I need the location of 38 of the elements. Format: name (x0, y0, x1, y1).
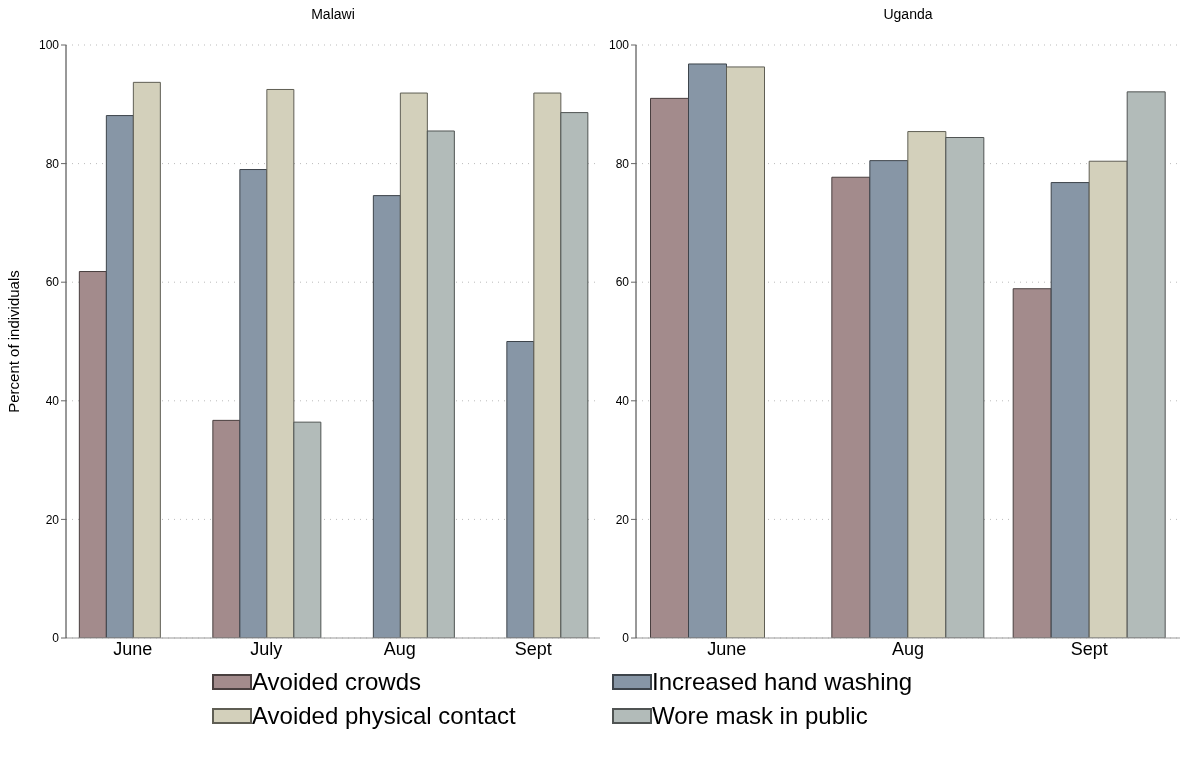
y-tick-label: 0 (52, 631, 60, 646)
bar (907, 131, 947, 638)
legend-label: Increased hand washing (652, 668, 913, 696)
y-tick-label: 40 (615, 394, 630, 409)
x-tick-label: June (113, 638, 153, 659)
y-tick-label: 20 (45, 512, 60, 527)
bar (266, 88, 295, 638)
y-tick-label: 60 (615, 275, 630, 290)
bar (533, 92, 562, 638)
y-tick-label: 80 (45, 156, 60, 171)
y-tick-label: 20 (615, 512, 630, 527)
y-tick-label: 100 (38, 38, 60, 53)
x-tick-label: Sept (514, 638, 552, 659)
bar (132, 81, 161, 638)
legend-label: Wore mask in public (652, 702, 868, 730)
bar (560, 112, 589, 638)
x-tick-label: Aug (383, 638, 416, 659)
legend-label: Avoided physical contact (252, 702, 516, 730)
bar (726, 66, 766, 638)
y-axis-title: Percent of individuals (5, 270, 23, 413)
x-tick-label: Sept (1070, 638, 1108, 659)
bar (506, 341, 535, 638)
bar (1088, 160, 1128, 638)
chart-title: Uganda (882, 6, 934, 22)
x-tick-label: July (250, 638, 283, 659)
y-tick-label: 80 (615, 156, 630, 171)
y-tick-label: 0 (622, 631, 630, 646)
bar (399, 92, 428, 638)
bar (372, 195, 401, 638)
y-tick-label: 100 (608, 38, 630, 53)
x-tick-label: June (707, 638, 747, 659)
bar (1126, 91, 1166, 638)
chart-title: Malawi (310, 6, 356, 22)
legend-label: Avoided crowds (252, 668, 421, 696)
bar (293, 421, 322, 638)
x-tick-label: Aug (891, 638, 925, 659)
y-tick-label: 60 (45, 275, 60, 290)
y-tick-label: 40 (45, 394, 60, 409)
